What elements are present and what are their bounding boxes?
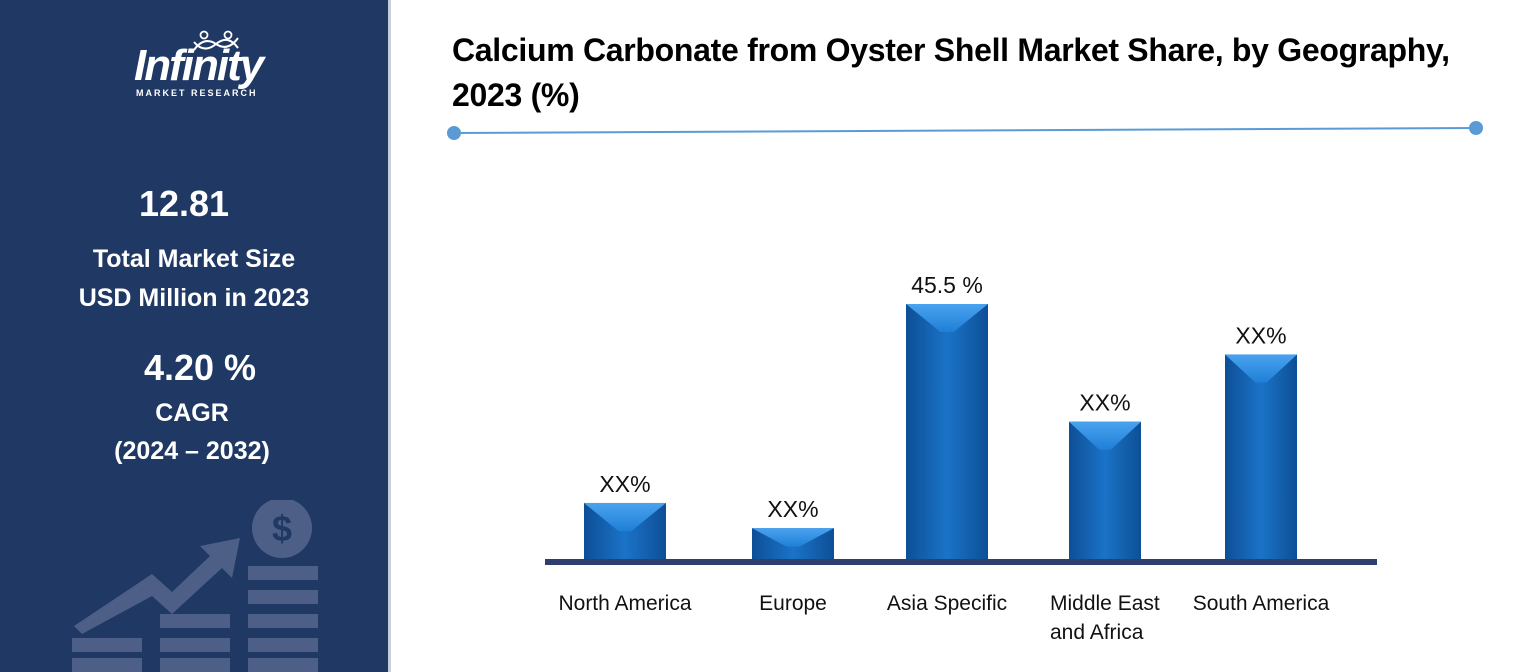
svg-text:$: $ [272,508,292,549]
dollar-growth-chart-icon: $ [72,500,318,672]
bar-highlight [1069,421,1141,450]
data-label-1: XX% [767,496,818,522]
brand-logo: Infinity MARKET RESEARCH [120,30,300,110]
bar-highlight [906,304,988,332]
category-label-2: Asia Specific [887,592,1007,615]
chart-title: Calcium Carbonate from Oyster Shell Mark… [452,32,1450,113]
market-size-label: Total Market Size [92,245,296,273]
data-label-0: XX% [599,471,650,497]
bar-2 [906,304,988,559]
bar-highlight [584,502,666,531]
bar-1 [752,528,834,559]
bar-0 [584,502,666,559]
data-label-4: XX% [1235,322,1286,348]
title-divider [447,121,1483,140]
people-icon [193,30,239,51]
bar-3 [1069,421,1141,559]
sidebar: Infinity MARKET RESEARCH 12.81 Total Mar… [0,0,388,672]
bar-highlight [1225,354,1297,383]
bar-highlight [752,528,834,547]
bar-body [906,304,988,559]
data-label-2: 45.5 % [911,272,983,298]
market-size-unit: USD Million in 2023 [78,284,310,312]
category-label-3: Middle East and Africa [1050,592,1160,644]
data-labels-layer: XX% XX% 45.5 % XX% XX% [599,272,1286,522]
market-size-value: 12.81 [138,183,230,224]
category-label-4: South America [1193,592,1330,615]
bars-layer [584,304,1297,559]
cagr-value: 4.20 % [143,347,257,388]
cagr-period: (2024 – 2032) [114,437,270,465]
sidebar-divider [388,0,391,672]
bar-4 [1225,354,1297,559]
brand-name: Infinity [134,41,264,90]
brand-tagline: MARKET RESEARCH [136,88,258,98]
category-label-0: North America [558,592,691,615]
category-label-1: Europe [759,592,827,615]
cagr-label: CAGR [155,399,229,427]
data-label-3: XX% [1079,390,1130,416]
bar-body [1225,354,1297,559]
category-labels-layer: North America Europe Asia Specific Middle E… [558,592,1329,644]
